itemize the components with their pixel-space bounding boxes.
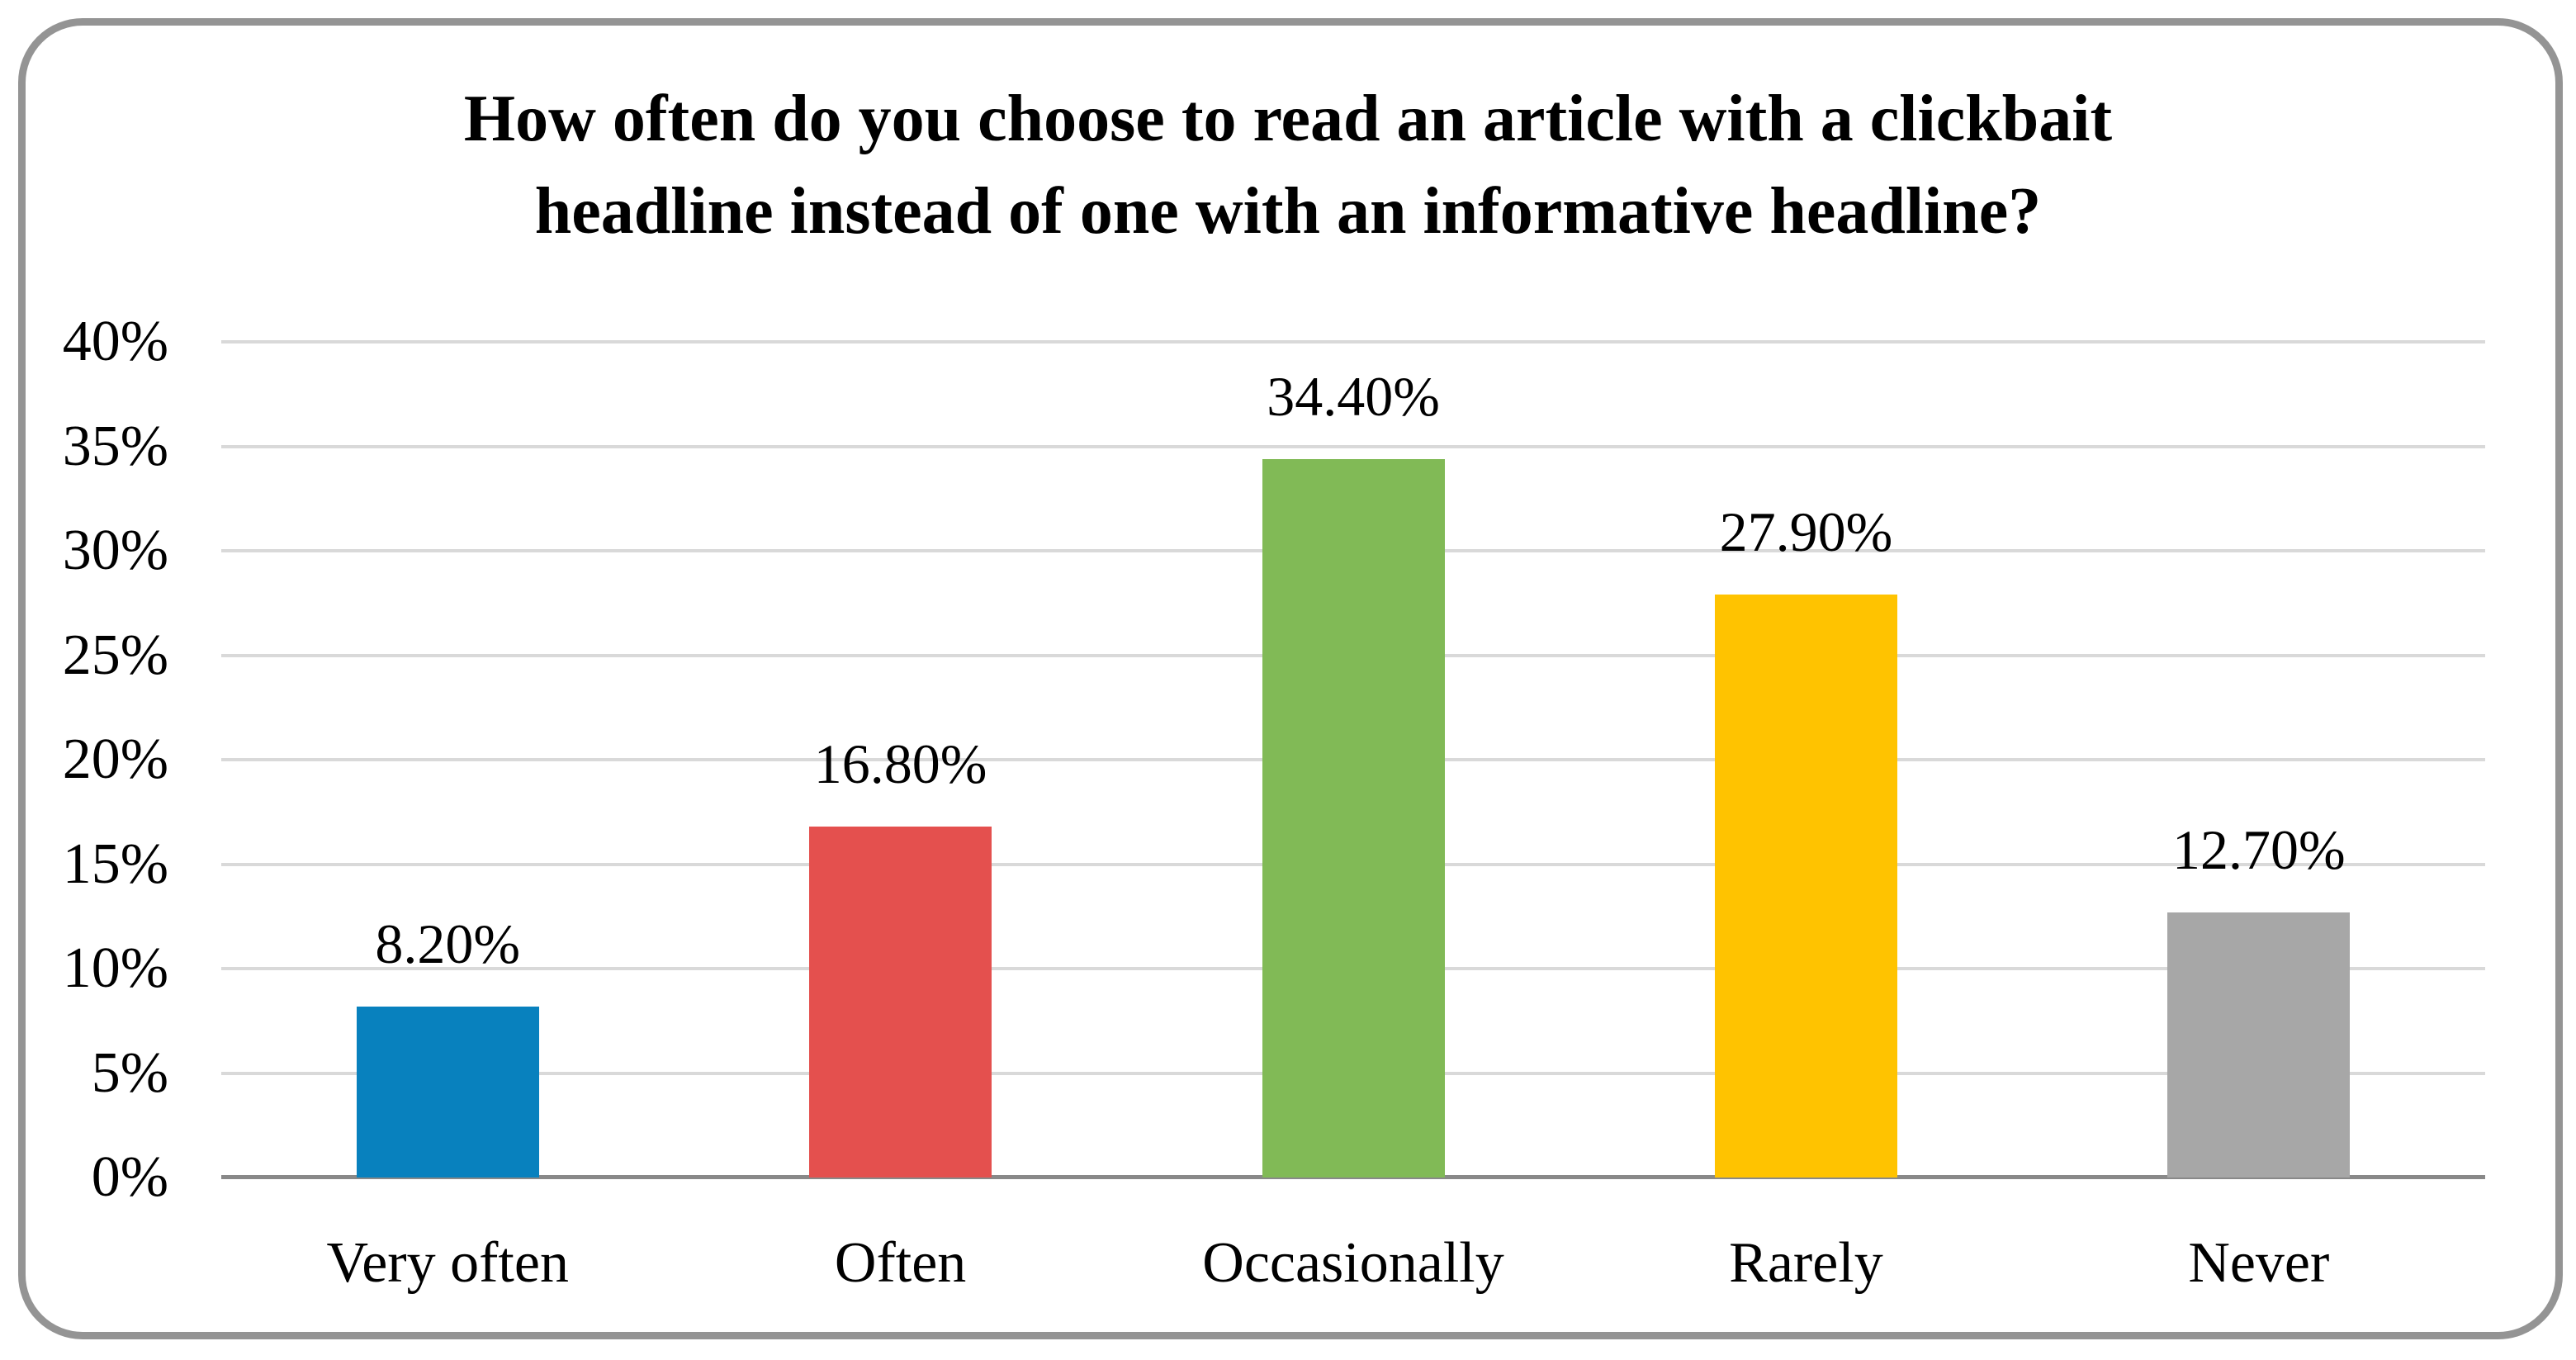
bar-value-label: 16.80% <box>813 732 987 795</box>
bar-value-label: 8.20% <box>375 912 521 975</box>
bar-slot: 12.70% <box>2033 342 2485 1178</box>
y-tick-label: 35% <box>62 414 168 478</box>
y-tick-label: 20% <box>62 727 168 791</box>
bar-occasionally <box>1262 458 1445 1178</box>
y-tick-label: 5% <box>91 1040 168 1105</box>
bar-rarely <box>1714 595 1897 1178</box>
bar-very-often <box>356 1006 539 1178</box>
chart-title-line-2: headline instead of one with an informat… <box>534 175 2042 248</box>
category-label: Rarely <box>1729 1231 1883 1295</box>
y-tick-label: 0% <box>91 1145 168 1209</box>
y-tick-label: 30% <box>62 519 168 582</box>
y-tick-label: 10% <box>62 936 168 1000</box>
category-label: Very often <box>326 1231 569 1295</box>
bar-slot: 8.20% <box>221 342 674 1178</box>
bar-never <box>2167 912 2351 1178</box>
category-label: Occasionally <box>1202 1231 1504 1295</box>
category-label: Never <box>2188 1231 2330 1295</box>
x-axis-category-labels: Very often Often Occasionally Rarely Never <box>221 1229 2485 1298</box>
bar-slot: 16.80% <box>674 342 1126 1178</box>
bar-slot: 27.90% <box>1579 342 2032 1178</box>
y-tick-label: 25% <box>62 623 168 687</box>
gridline <box>221 340 2485 344</box>
bars-row: 8.20% 16.80% 34.40% 27.90% 12.70% <box>221 342 2485 1178</box>
bar-value-label: 34.40% <box>1267 364 1440 428</box>
plot-area: 8.20% 16.80% 34.40% 27.90% 12.70% <box>221 340 2485 1179</box>
bar-slot: 34.40% <box>1127 342 1579 1178</box>
y-tick-label: 15% <box>62 832 168 896</box>
bar-value-label: 12.70% <box>2172 817 2346 881</box>
y-tick-label: 40% <box>62 310 168 373</box>
gridline <box>221 444 2485 448</box>
bar-value-label: 27.90% <box>1719 500 1893 564</box>
chart-title: How often do you choose to read an artic… <box>0 73 2576 258</box>
bar-often <box>809 826 992 1178</box>
chart-title-line-1: How often do you choose to read an artic… <box>463 83 2113 155</box>
category-label: Often <box>834 1231 967 1295</box>
y-axis: 0% 5% 10% 15% 20% 25% 30% 35% 40% <box>0 313 168 1206</box>
